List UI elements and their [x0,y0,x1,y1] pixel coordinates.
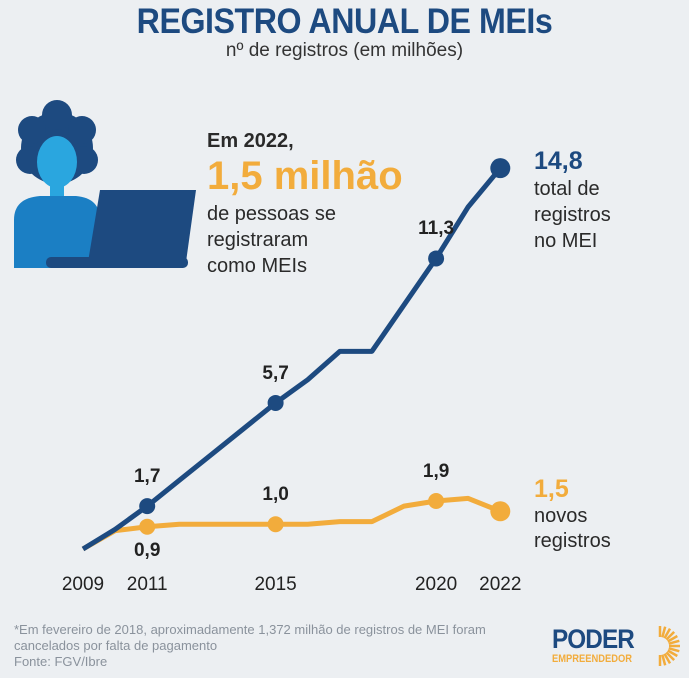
novos-data-point [139,518,156,535]
x-tick-label: 2011 [126,574,168,595]
data-label: 11,3 [418,218,455,240]
data-label: 0,9 [133,539,161,561]
x-tick-label: 2015 [254,574,297,595]
x-tick-label: 2009 [61,574,105,595]
x-tick-label: 2020 [414,574,458,595]
chart-title: REGISTRO ANUAL DE MEIs [136,2,553,41]
logo-sun-icon [658,626,680,666]
novos-data-point [490,501,511,522]
data-label: 5,7 [262,362,289,384]
x-tick-label: 2022 [479,574,522,595]
annotation-line: de pessoas se [207,203,336,225]
total-data-point [139,498,156,515]
footnote: *Em fevereiro de 2018, aproximadamente 1… [14,622,486,670]
novos-value-label: 1,5 [534,475,569,503]
footnote-note-2: cancelados por falta de pagamento [14,638,218,653]
annotation-lead: Em 2022, [207,130,294,152]
annotation-line: como MEIs [207,255,308,277]
novos-data-point [428,492,445,509]
data-label: 1,0 [262,484,289,506]
total-value-label: 14,8 [534,147,583,175]
novos-label-line: novos [534,505,588,527]
data-label: 1,7 [133,466,161,488]
annotation-line: registraram [207,229,309,251]
data-label: 1,9 [422,460,450,482]
logo-sub: EMPREENDEDOR [552,653,633,665]
total-data-point [267,394,284,411]
total-label-line: no MEI [534,230,598,252]
chart-subtitle: nº de registros (em milhões) [225,40,464,61]
footnote-note: *Em fevereiro de 2018, aproximadamente 1… [14,622,486,637]
annotation-highlight: 1,5 milhão [207,154,403,198]
total-label-line: total de [534,178,600,200]
footnote-source: Fonte: FGV/Ibre [14,654,108,669]
total-data-point [428,250,445,267]
total-data-point [490,158,511,179]
novos-label-line: registros [534,530,611,552]
novos-data-point [267,516,284,533]
logo-brand: PODER [552,624,635,654]
total-label-line: registros [534,204,611,226]
